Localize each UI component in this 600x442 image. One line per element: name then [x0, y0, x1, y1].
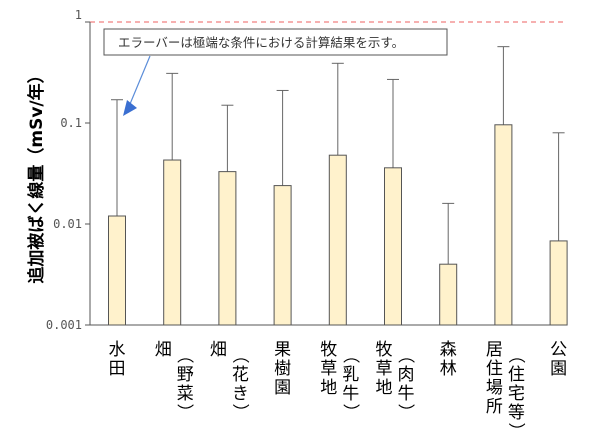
bar — [549, 240, 568, 326]
category-label: 地 — [320, 378, 337, 398]
y-tick-label: 0.001 — [46, 318, 82, 332]
category-label: 牧 — [320, 340, 337, 360]
category-label: 花 — [232, 365, 249, 385]
category-label: 牧 — [376, 340, 393, 360]
category-label: 水 — [109, 340, 126, 360]
category-label: 場 — [486, 378, 503, 398]
category-label: （ — [505, 347, 525, 364]
category-label: 牛 — [342, 384, 359, 404]
category-label: 畑 — [155, 340, 172, 360]
category-label: 肉 — [398, 365, 415, 385]
category-label: ） — [174, 404, 194, 421]
annotation-text: エラーバーは極端な条件における計算結果を示す。 — [118, 35, 404, 50]
bar — [218, 171, 237, 326]
category-label: （ — [395, 347, 415, 364]
category-label: 園 — [550, 359, 567, 379]
category-label: （ — [340, 347, 360, 364]
annotation-arrow-head — [123, 100, 137, 116]
category-label: 宅 — [508, 384, 525, 404]
category-label: ） — [505, 423, 525, 440]
category-label: （ — [229, 347, 249, 364]
category-label: ） — [395, 404, 415, 421]
y-tick-label: 0.1 — [60, 116, 82, 130]
category-label: 地 — [376, 378, 393, 398]
category-label: 林 — [440, 359, 457, 379]
category-label: ） — [340, 404, 360, 421]
category-label: 草 — [376, 359, 393, 379]
category-label: 所 — [486, 397, 503, 417]
category-label: 園 — [274, 378, 291, 398]
category-label: 果 — [274, 340, 291, 360]
annotation-box — [103, 28, 448, 56]
category-label: 野 — [177, 365, 194, 385]
category-label: （ — [174, 347, 194, 364]
category-label: 樹 — [274, 359, 291, 379]
category-label: 森 — [440, 340, 457, 360]
category-label: 住 — [486, 359, 503, 379]
annotation-arrow-line — [129, 55, 151, 105]
category-label: 田 — [109, 359, 126, 379]
y-tick-label: 0.01 — [53, 217, 82, 231]
bar — [328, 154, 347, 326]
category-label: 草 — [320, 359, 337, 379]
category-label: 牛 — [398, 384, 415, 404]
bar — [494, 124, 513, 326]
bar — [108, 215, 126, 326]
category-label: 畑 — [210, 340, 227, 360]
category-label: 等 — [508, 403, 525, 423]
category-label: 公 — [550, 340, 567, 360]
category-label: き — [232, 384, 249, 404]
bar — [439, 263, 458, 326]
category-label: 菜 — [177, 384, 194, 404]
category-label: 住 — [508, 365, 525, 385]
bar — [273, 185, 292, 326]
bar — [163, 159, 182, 326]
y-axis-label: 追加被ばく線量（mSv/年） — [26, 66, 47, 283]
category-label: ） — [229, 404, 249, 421]
bar — [384, 167, 402, 326]
category-label: 乳 — [342, 365, 359, 385]
y-tick-label: 1 — [75, 8, 82, 22]
category-label: 居 — [486, 340, 503, 360]
